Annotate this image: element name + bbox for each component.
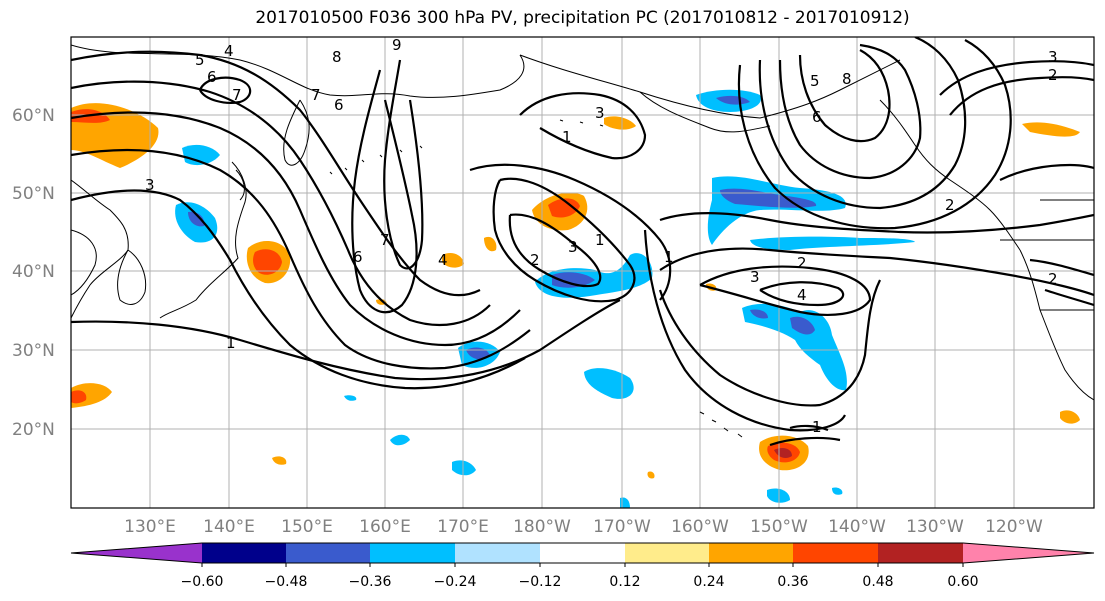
contour-label: 7 [311,86,321,104]
colorbar-label: 0.12 [609,574,640,590]
colorbar-label: 0.60 [947,574,978,590]
colorbar-label: 0.24 [693,574,724,590]
contour-label: 4 [438,251,448,269]
lat-label: 60°N [12,106,55,126]
colorbar-label: −0.36 [349,574,392,590]
contour-label: 1 [226,334,236,352]
colorbar-cell [202,543,286,563]
contour-label: 7 [232,86,242,104]
lat-label: 40°N [12,262,55,282]
lon-label: 130°W [906,517,964,537]
colorbar-cell [793,543,878,563]
contour-label: 9 [392,36,402,54]
lon-label: 140°E [203,517,255,537]
contour-label: 3 [750,268,760,286]
colorbar-cells [70,542,1095,564]
colorbar-label: −0.60 [181,574,224,590]
lat-label: 20°N [12,420,55,440]
lon-label: 130°E [124,517,176,537]
contour-label: 2 [1048,66,1058,84]
precipitation-shading [71,89,1080,508]
contour-label: 3 [595,104,605,122]
colorbar-cell [963,543,1094,563]
contour-label: 6 [207,68,217,86]
lon-label: 170°E [437,517,489,537]
lon-label: 180°W [513,517,571,537]
colorbar: −0.60 −0.48 −0.36 −0.24 −0.12 0.12 0.24 … [70,542,1095,590]
contour-label: 1 [595,231,605,249]
latitude-labels: 60°N 50°N 40°N 30°N 20°N [12,106,55,440]
contour-label: 6 [353,248,363,266]
colorbar-cell [540,543,625,563]
pv-contours [71,37,1094,447]
contour-label: 5 [810,72,820,90]
contour-label: 5 [195,51,205,69]
contour-label: 3 [568,238,578,256]
lon-label: 160°E [359,517,411,537]
colorbar-label: −0.24 [434,574,477,590]
colorbar-ticks [201,563,964,567]
colorbar-cell [71,543,202,563]
contour-label: 2 [797,254,807,272]
colorbar-label: 0.48 [862,574,893,590]
lon-label: 150°W [750,517,808,537]
contour-label: 2 [945,196,955,214]
colorbar-cell [878,543,963,563]
map-title: 2017010500 F036 300 hPa PV, precipitatio… [255,8,910,28]
lat-label: 30°N [12,341,55,361]
contour-label: 2 [530,251,540,269]
contour-label: 1 [664,248,674,266]
colorbar-cell [286,543,370,563]
contour-label: 6 [812,108,822,126]
contour-labels: 4 5 6 7 8 9 7 6 3 6 7 4 1 3 1 2 3 1 1 3 … [145,36,1058,436]
contour-label: 8 [842,70,852,88]
colorbar-label: −0.12 [519,574,562,590]
contour-label: 4 [224,42,234,60]
contour-label: 4 [797,286,807,304]
map-frame [70,36,1095,509]
colorbar-labels: −0.60 −0.48 −0.36 −0.24 −0.12 0.12 0.24 … [181,574,979,590]
lon-label: 140°W [828,517,886,537]
colorbar-cell [625,543,709,563]
contour-label: 1 [812,418,822,436]
lon-label: 160°W [671,517,729,537]
lat-label: 50°N [12,184,55,204]
contour-label: 7 [380,231,390,249]
lon-label: 170°W [593,517,651,537]
contour-label: 6 [334,96,344,114]
colorbar-cell [370,543,455,563]
colorbar-label: 0.36 [777,574,808,590]
lon-label: 120°W [985,517,1043,537]
lon-label: 150°E [281,517,333,537]
contour-label: 3 [1048,48,1058,66]
colorbar-cell [709,543,793,563]
contour-label: 3 [145,176,155,194]
contour-label: 1 [562,128,572,146]
colorbar-label: −0.48 [265,574,308,590]
contour-label: 8 [332,48,342,66]
contour-label: 2 [1048,270,1058,288]
colorbar-cell [455,543,540,563]
longitude-labels: 130°E 140°E 150°E 160°E 170°E 180°W 170°… [124,517,1043,537]
